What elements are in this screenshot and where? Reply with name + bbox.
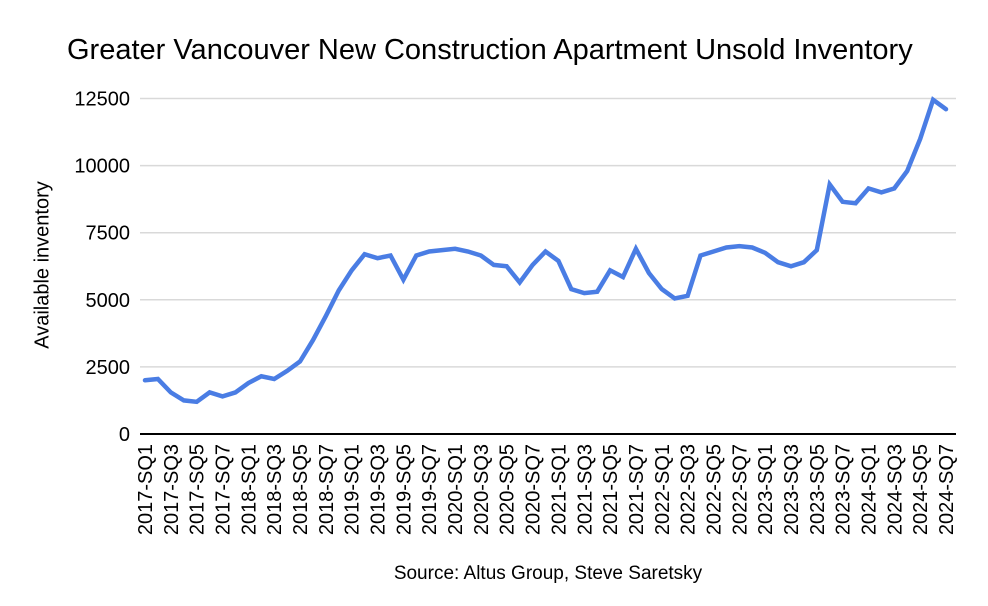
x-tick-label: 2019-SQ7	[419, 444, 441, 535]
x-tick-label: 2017-SQ5	[187, 444, 209, 535]
x-tick-label: 2018-SQ1	[238, 444, 260, 535]
x-tick-label: 2022-SQ7	[729, 444, 751, 535]
x-tick-label: 2024-SQ3	[884, 444, 906, 535]
y-tick-label: 7500	[86, 223, 131, 245]
x-tick-label: 2022-SQ1	[652, 444, 674, 535]
chart-title: Greater Vancouver New Construction Apart…	[67, 34, 913, 66]
x-tick-label: 2022-SQ3	[678, 444, 700, 535]
x-tick-label: 2024-SQ7	[936, 444, 958, 535]
x-tick-label: 2019-SQ5	[393, 444, 415, 535]
x-tick-label: 2021-SQ7	[626, 444, 648, 535]
y-tick-label: 0	[119, 424, 130, 446]
x-tick-label: 2024-SQ5	[910, 444, 932, 535]
x-tick-label: 2017-SQ1	[135, 444, 157, 535]
x-tick-label: 2024-SQ1	[858, 444, 880, 535]
y-axis-title: Available inventory	[31, 181, 54, 349]
x-tick-label: 2017-SQ7	[213, 444, 235, 535]
y-tick-label: 2500	[86, 357, 131, 379]
x-tick-label: 2018-SQ7	[316, 444, 338, 535]
x-tick-label: 2023-SQ1	[755, 444, 777, 535]
x-tick-label: 2020-SQ5	[497, 444, 519, 535]
x-tick-label: 2018-SQ3	[264, 444, 286, 535]
inventory-line-series	[142, 96, 949, 405]
x-tick-label: 2023-SQ5	[807, 444, 829, 535]
x-tick-label: 2023-SQ7	[833, 444, 855, 535]
x-tick-label: 2021-SQ3	[574, 444, 596, 535]
x-tick-label: 2019-SQ3	[368, 444, 390, 535]
x-tick-label: 2022-SQ5	[703, 444, 725, 535]
x-tick-label: 2018-SQ5	[290, 444, 312, 535]
y-tick-label: 10000	[74, 156, 130, 178]
x-tick-label: 2021-SQ1	[548, 444, 570, 535]
y-tick-label: 12500	[74, 89, 130, 111]
x-tick-label: 2020-SQ3	[471, 444, 493, 535]
x-tick-label: 2020-SQ1	[445, 444, 467, 535]
x-tick-label: 2023-SQ3	[781, 444, 803, 535]
x-tick-label: 2021-SQ5	[600, 444, 622, 535]
x-tick-label: 2020-SQ7	[523, 444, 545, 535]
y-tick-label: 5000	[86, 290, 131, 312]
source-caption: Source: Altus Group, Steve Saretsky	[393, 563, 703, 584]
x-tick-label: 2017-SQ3	[161, 444, 183, 535]
x-tick-label: 2019-SQ1	[342, 444, 364, 535]
